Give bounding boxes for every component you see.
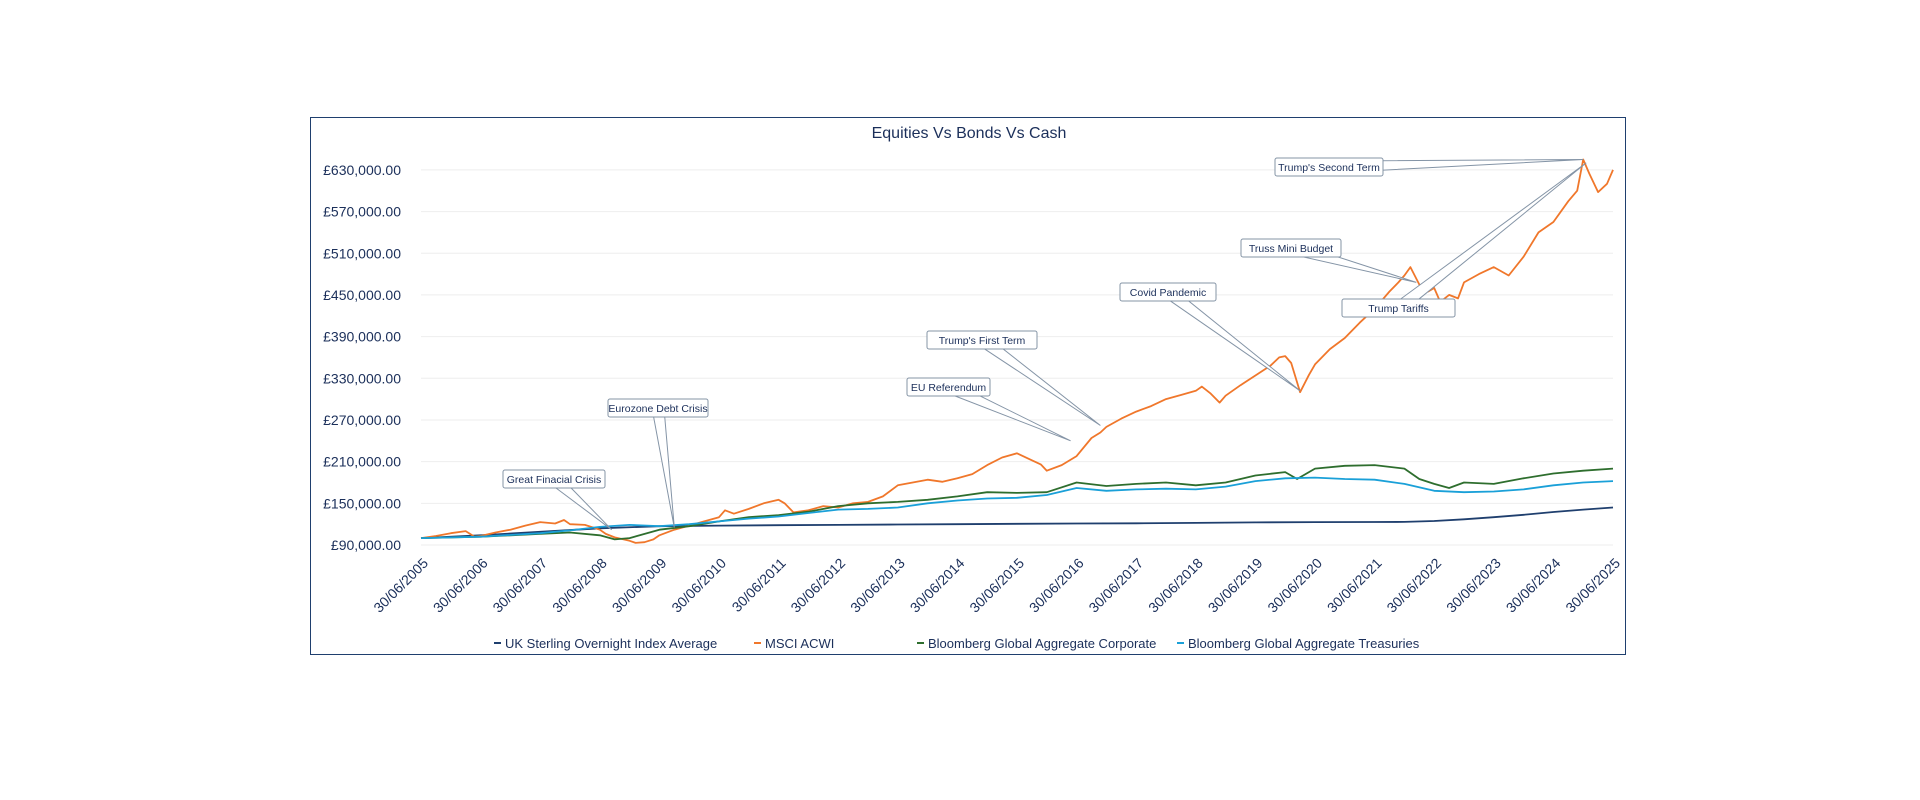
x-tick-label: 30/06/2008 xyxy=(549,555,610,616)
chart-title: Equities Vs Bonds Vs Cash xyxy=(872,125,1067,142)
legend-label: UK Sterling Overnight Index Average xyxy=(505,636,717,651)
x-tick-label: 30/06/2025 xyxy=(1562,555,1623,616)
annotation-box xyxy=(502,469,606,489)
x-tick-label: 30/06/2021 xyxy=(1324,555,1385,616)
y-tick-label: £630,000.00 xyxy=(323,162,401,178)
x-tick-label: 30/06/2023 xyxy=(1443,555,1504,616)
annotation-pointer xyxy=(1394,162,1587,314)
annotation-box xyxy=(906,377,991,397)
annotation-label: Trump's Second Term xyxy=(1278,162,1380,174)
x-tick-label: 30/06/2015 xyxy=(966,555,1027,616)
x-tick-label: 30/06/2007 xyxy=(489,555,550,616)
x-tick-label: 30/06/2013 xyxy=(847,555,908,616)
x-tick-label: 30/06/2012 xyxy=(787,555,848,616)
annotation-pointer xyxy=(651,406,675,528)
y-tick-label: £210,000.00 xyxy=(323,454,401,470)
annotation-box xyxy=(1240,238,1342,258)
x-tick-label: 30/06/2022 xyxy=(1383,555,1444,616)
x-tick-label: 30/06/2018 xyxy=(1145,555,1206,616)
legend-label: Bloomberg Global Aggregate Corporate xyxy=(928,636,1156,651)
y-tick-label: £450,000.00 xyxy=(323,287,401,303)
y-tick-label: £90,000.00 xyxy=(331,537,401,553)
x-tick-label: 30/06/2009 xyxy=(609,555,670,616)
annotation-label: Trump's First Term xyxy=(939,335,1026,347)
annotation-box xyxy=(607,398,709,418)
y-tick-label: £270,000.00 xyxy=(323,412,401,428)
x-tick-label: 30/06/2017 xyxy=(1085,555,1146,616)
series-line-3 xyxy=(420,476,1614,539)
x-tick-label: 30/06/2011 xyxy=(729,555,789,615)
series-line-1 xyxy=(420,158,1614,544)
annotation-label: Truss Mini Budget xyxy=(1249,243,1333,255)
annotation-label: Great Finacial Crisis xyxy=(507,474,602,486)
line-chart: Equities Vs Bonds Vs Cash £90,000.00 £150,… xyxy=(323,125,1623,651)
chart-frame: Equities Vs Bonds Vs Cash £90,000.00 £150,… xyxy=(310,117,1626,655)
y-tick-label: £570,000.00 xyxy=(323,204,401,220)
x-tick-label: 30/06/2005 xyxy=(370,555,431,616)
legend-label: MSCI ACWI xyxy=(765,636,834,651)
annotation-box xyxy=(1274,157,1384,177)
legend-label: Bloomberg Global Aggregate Treasuries xyxy=(1188,636,1420,651)
annotation-box xyxy=(1341,298,1456,318)
series-line-0 xyxy=(420,506,1614,539)
x-tick-label: 30/06/2024 xyxy=(1503,555,1564,616)
x-tick-label: 30/06/2006 xyxy=(430,555,491,616)
y-tick-label: £330,000.00 xyxy=(323,370,401,386)
x-tick-label: 30/06/2020 xyxy=(1264,555,1325,616)
y-tick-label: £510,000.00 xyxy=(323,245,401,261)
annotation-label: EU Referendum xyxy=(911,382,987,394)
x-tick-label: 30/06/2014 xyxy=(907,555,968,616)
annotation-box xyxy=(926,330,1038,350)
y-tick-label: £390,000.00 xyxy=(323,329,401,345)
annotation-label: Trump Tariffs xyxy=(1368,303,1429,315)
annotation-label: Covid Pandemic xyxy=(1130,287,1206,299)
annotation-label: Eurozone Debt Crisis xyxy=(608,403,707,415)
x-tick-label: 30/06/2010 xyxy=(668,555,729,616)
y-tick-label: £150,000.00 xyxy=(323,495,401,511)
annotation-pointer xyxy=(1163,286,1301,392)
x-tick-label: 30/06/2019 xyxy=(1205,555,1266,616)
x-tick-label: 30/06/2016 xyxy=(1026,555,1087,616)
series-line-2 xyxy=(420,464,1614,541)
annotation-box xyxy=(1119,282,1217,302)
